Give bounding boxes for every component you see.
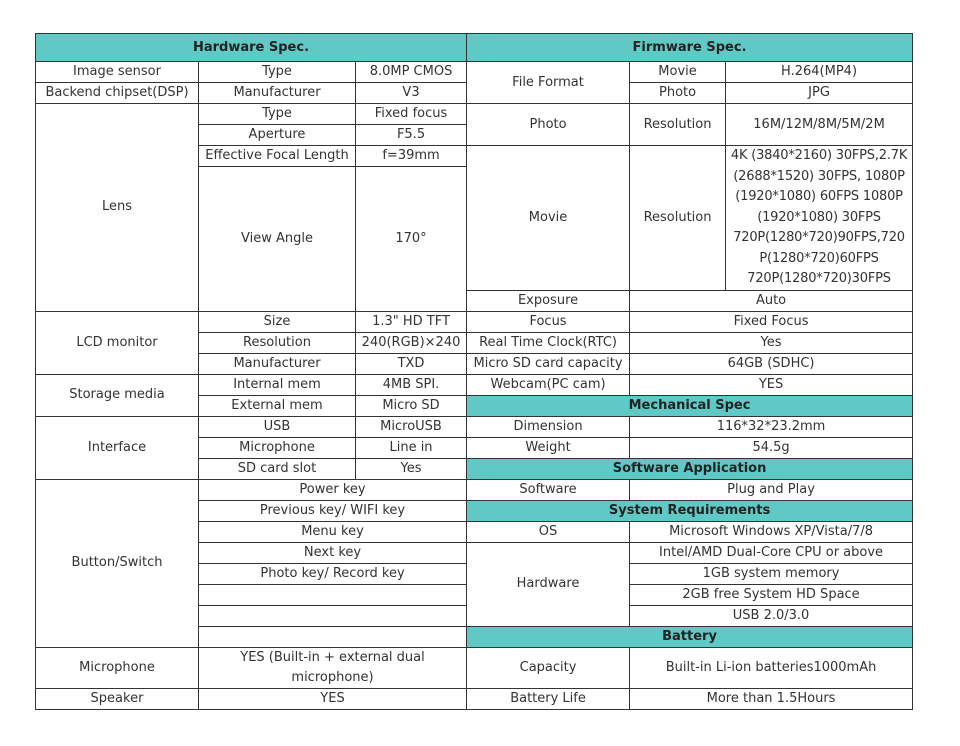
file-format-label: File Format [466, 61, 631, 104]
lcd-label: LCD monitor [35, 310, 199, 375]
interface-mic-key: Microphone [198, 436, 356, 459]
button-item: Previous key/ WIFI key [197, 499, 468, 522]
storage-label: Storage media [35, 373, 199, 417]
webcam-label: Webcam(PC cam) [466, 373, 631, 396]
button-item: Next key [197, 541, 468, 564]
sys-hardware-item: 2GB free System HD Space [629, 583, 914, 606]
battery-header: Battery [466, 625, 914, 648]
internal-mem-value: 4MB SPI. [354, 373, 468, 396]
os-value: Microsoft Windows XP/Vista/7/8 [629, 520, 914, 543]
dimension-value: 116*32*23.2mm [629, 415, 914, 438]
image-sensor-label: Image sensor [35, 61, 199, 83]
lcd-manufacturer-value: TXD [354, 352, 468, 375]
lens-type-value: Fixed focus [354, 103, 468, 125]
photo-resolution-key: Resolution [629, 103, 727, 146]
view-angle-value: 170° [354, 166, 468, 312]
rtc-label: Real Time Clock(RTC) [466, 331, 631, 354]
focus-label: Focus [466, 310, 631, 333]
button-item-empty [197, 625, 468, 648]
file-format-movie-key: Movie [629, 61, 727, 83]
lcd-resolution-key: Resolution [198, 331, 356, 354]
photo-resolution-value: 16M/12M/8M/5M/2M [725, 103, 914, 146]
button-item: Power key [197, 478, 468, 501]
lcd-manufacturer-key: Manufacturer [198, 352, 356, 375]
movie-label: Movie [466, 145, 631, 291]
file-format-movie-value: H.264(MP4) [725, 61, 914, 83]
software-value: Plug and Play [629, 478, 914, 501]
sys-hardware-item: 1GB system memory [629, 562, 914, 585]
spec-table: Hardware Spec. Firmware Spec. Image sens… [34, 33, 914, 710]
microphone-value: YES (Built-in + external dual microphone… [197, 646, 468, 689]
external-mem-value: Micro SD [354, 394, 468, 417]
aperture-key: Aperture [198, 124, 356, 146]
interface-mic-value: Line in [354, 436, 468, 459]
hardware-spec-header: Hardware Spec. [34, 33, 468, 62]
button-item: Menu key [197, 520, 468, 543]
file-format-photo-key: Photo [629, 82, 727, 104]
dsp-label: Backend chipset(DSP) [35, 82, 199, 104]
dsp-key: Manufacturer [198, 82, 356, 104]
internal-mem-key: Internal mem [198, 373, 356, 396]
exposure-value: Auto [629, 289, 914, 312]
rtc-value: Yes [629, 331, 914, 354]
sd-capacity-value: 64GB (SDHC) [629, 352, 914, 375]
focus-value: Fixed Focus [629, 310, 914, 333]
image-sensor-value: 8.0MP CMOS [354, 61, 468, 83]
focal-length-key: Effective Focal Length [198, 145, 356, 167]
sys-hardware-item: USB 2.0/3.0 [629, 604, 914, 627]
weight-label: Weight [466, 436, 631, 459]
os-label: OS [466, 520, 631, 543]
dimension-label: Dimension [466, 415, 631, 438]
mechanical-spec-header: Mechanical Spec [466, 394, 914, 417]
button-item-empty [197, 583, 468, 606]
movie-resolution-key: Resolution [629, 145, 727, 291]
dsp-value: V3 [354, 82, 468, 104]
software-label: Software [466, 478, 631, 501]
webcam-value: YES [629, 373, 914, 396]
lens-label: Lens [35, 103, 199, 312]
button-switch-label: Button/Switch [35, 478, 199, 648]
system-requirements-header: System Requirements [466, 499, 914, 522]
focal-length-value: f=39mm [354, 145, 468, 167]
usb-key: USB [198, 415, 356, 438]
battery-life-value: More than 1.5Hours [629, 687, 914, 710]
file-format-photo-value: JPG [725, 82, 914, 104]
sd-slot-value: Yes [354, 457, 468, 480]
speaker-value: YES [197, 687, 468, 710]
interface-label: Interface [35, 415, 199, 480]
image-sensor-key: Type [198, 61, 356, 83]
lcd-size-value: 1.3" HD TFT [354, 310, 468, 333]
capacity-value: Built-in Li-ion batteries1000mAh [629, 646, 914, 689]
microphone-label: Microphone [35, 646, 199, 689]
firmware-spec-header: Firmware Spec. [466, 33, 914, 62]
button-item: Photo key/ Record key [197, 562, 468, 585]
sd-slot-key: SD card slot [198, 457, 356, 480]
movie-resolution-value: 4K (3840*2160) 30FPS,2.7K (2688*1520) 30… [725, 145, 914, 291]
sd-capacity-label: Micro SD card capacity [466, 352, 631, 375]
capacity-label: Capacity [466, 646, 631, 689]
speaker-label: Speaker [35, 687, 199, 710]
sys-hardware-item: Intel/AMD Dual-Core CPU or above [629, 541, 914, 564]
battery-life-label: Battery Life [466, 687, 631, 710]
sys-hardware-label: Hardware [466, 541, 631, 627]
external-mem-key: External mem [198, 394, 356, 417]
lcd-size-key: Size [198, 310, 356, 333]
lens-type-key: Type [198, 103, 356, 125]
exposure-label: Exposure [466, 289, 631, 312]
view-angle-key: View Angle [198, 166, 356, 312]
button-item-empty [197, 604, 468, 627]
aperture-value: F5.5 [354, 124, 468, 146]
lcd-resolution-value: 240(RGB)×240 [354, 331, 468, 354]
weight-value: 54.5g [629, 436, 914, 459]
usb-value: MicroUSB [354, 415, 468, 438]
photo-label: Photo [466, 103, 631, 146]
software-application-header: Software Application [466, 457, 914, 480]
